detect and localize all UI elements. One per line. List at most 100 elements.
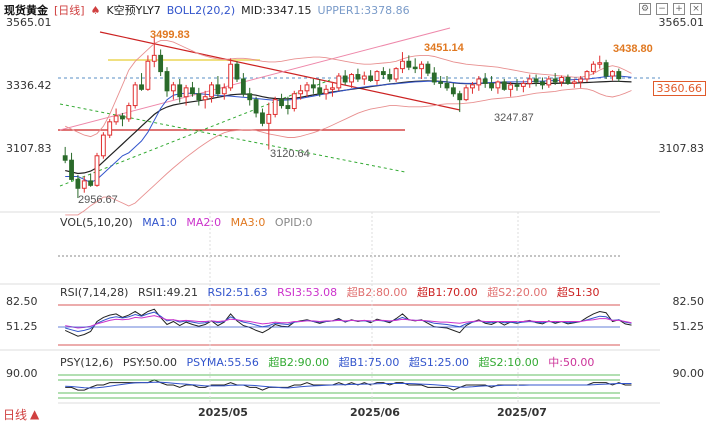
green-dashed-line-2	[59, 79, 331, 187]
settings-icon[interactable]: ⚙	[639, 3, 651, 15]
candle-body	[540, 81, 545, 86]
rsi-left-tick-2: 51.25	[6, 320, 38, 333]
candle-body	[190, 87, 195, 95]
candle-body	[272, 99, 278, 115]
rsi-os2: 超S2:20.00	[487, 286, 548, 299]
psy-right-tick: 90.00	[672, 367, 705, 380]
instrument-title: 现货黄金	[4, 4, 48, 17]
rsi-right-tick-1: 82.50	[672, 295, 705, 308]
candle-body	[240, 78, 246, 95]
candle-body	[310, 84, 316, 89]
annotation-low-1: 3247.87	[494, 112, 534, 124]
candle-body	[342, 75, 348, 83]
candle-body	[221, 87, 227, 95]
candle-body	[431, 72, 437, 83]
close-icon[interactable]: ×	[690, 3, 702, 15]
candle-body	[546, 78, 552, 86]
candle-body	[508, 84, 514, 90]
candle-body	[610, 71, 615, 77]
date-label-may: 2025/05	[198, 406, 248, 419]
candle-body	[164, 71, 170, 92]
candle-body	[368, 75, 374, 81]
candle-body	[132, 84, 138, 107]
annotation-high-1: 3499.83	[150, 29, 190, 41]
rsi-line-rsi3	[65, 315, 632, 329]
candle-body	[470, 84, 475, 89]
psy-label: PSY(12,6)	[60, 356, 114, 369]
candle-body	[400, 60, 405, 70]
candle-body	[177, 84, 183, 98]
plus-icon[interactable]: +	[673, 3, 685, 15]
candle-body	[62, 155, 68, 161]
candle-body	[253, 99, 259, 114]
timeframe-button[interactable]: 日线 ▲	[0, 404, 57, 424]
candle-body	[260, 112, 265, 124]
candle-body	[247, 93, 253, 101]
psy-b2: 超B2:90.00	[268, 356, 330, 369]
candle-body	[597, 62, 603, 65]
candle-body	[514, 84, 520, 87]
candle-body	[438, 81, 444, 84]
candle-body	[533, 78, 539, 83]
candle-body	[323, 88, 329, 95]
boll-upper: UPPER1:3378.86	[317, 3, 410, 17]
series-lower	[65, 87, 632, 216]
k-label: K空预YLY7	[106, 4, 161, 17]
psy-mid: 中:50.00	[548, 356, 595, 369]
candle-body	[266, 113, 272, 124]
date-label-jul: 2025/07	[497, 406, 547, 419]
candle-body	[209, 84, 214, 98]
candle-body	[183, 87, 189, 98]
candle-body	[616, 71, 622, 80]
psy-line-psyma	[65, 381, 632, 389]
candle-body	[457, 93, 463, 101]
psy-s1: 超S1:25.00	[408, 356, 470, 369]
candle-body	[298, 90, 304, 95]
vol-ma3: MA3:0	[230, 216, 266, 229]
annotation-low-2: 3120.64	[270, 148, 310, 160]
psy-s2: 超S2:10.00	[478, 356, 539, 369]
series-upper	[65, 40, 632, 138]
candle-body	[450, 87, 456, 95]
rsi-os1: 超S1:30	[556, 286, 600, 299]
left-tick-top: 3565.01	[6, 16, 52, 29]
candle-body	[444, 82, 450, 89]
psy-left-tick: 90.00	[6, 367, 38, 380]
candle-body	[603, 62, 609, 77]
timeframe-label[interactable]: [日线]	[54, 4, 85, 17]
candle-body	[578, 78, 584, 83]
rsi-right-tick-2: 51.25	[672, 320, 705, 333]
candle-body	[374, 71, 380, 81]
candle-body	[520, 82, 526, 87]
annotation-high-2: 3451.14	[424, 42, 465, 54]
candle-body	[304, 84, 310, 92]
psy-header: PSY(12,6) PSY:50.00 PSYMA:55.56 超B2:90.0…	[60, 354, 600, 370]
candle-body	[361, 75, 367, 80]
candle-body	[215, 84, 221, 95]
candle-body	[501, 81, 507, 90]
right-tick-top: 3565.01	[658, 16, 705, 29]
candle-body	[107, 121, 113, 136]
vol-opid: OPID:0	[274, 216, 313, 229]
candle-body	[120, 115, 125, 120]
annotation-high-3: 3438.80	[613, 43, 653, 55]
minus-icon[interactable]: −	[656, 3, 668, 15]
candle-body	[463, 87, 469, 101]
rsi-left-tick-1: 82.50	[6, 295, 38, 308]
candle-body	[380, 71, 386, 76]
candle-body	[393, 68, 399, 80]
left-tick-mid: 3336.42	[6, 79, 52, 92]
annotation-low-3: 2956.67	[78, 194, 118, 206]
candle-body	[285, 105, 291, 110]
candle-body	[387, 74, 393, 80]
candle-body	[100, 134, 106, 157]
psyma-value: PSYMA:55.56	[186, 356, 259, 369]
candle-body	[336, 75, 342, 89]
candle-body	[355, 74, 361, 80]
rsi-ob1: 超B1:70.00	[416, 286, 478, 299]
candle-body	[584, 71, 590, 80]
candle-body	[291, 93, 297, 110]
candle-body	[279, 99, 284, 107]
candle-body	[126, 105, 132, 120]
boll-label: BOLL2(20,2)	[166, 3, 236, 17]
